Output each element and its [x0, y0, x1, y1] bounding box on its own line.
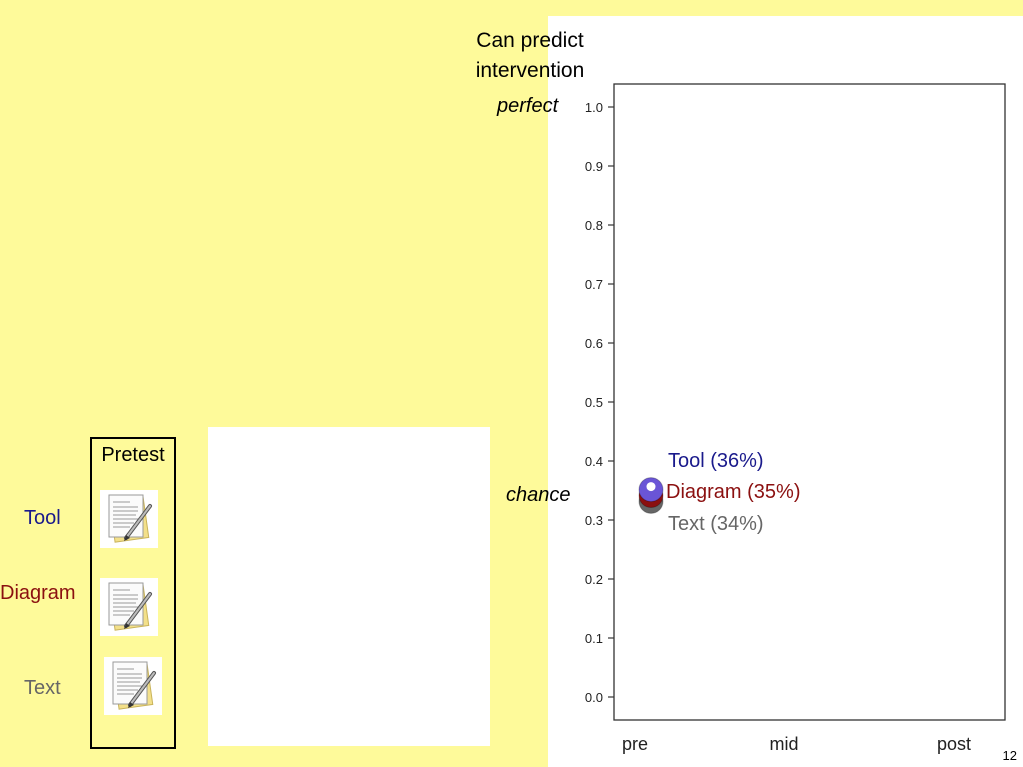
- y-axis-label-line-2: intervention: [475, 59, 585, 82]
- x-tick-label-pre: pre: [622, 734, 648, 754]
- page-number: 12: [1002, 748, 1017, 763]
- legend-item-text: Text (34%): [668, 513, 764, 535]
- y-axis-ticks: 0.0 0.1 0.2 0.3 0.4 0.5 0.6 0.7 0.8 0.9 1.0: [585, 100, 614, 705]
- data-point-highlight: [646, 482, 656, 492]
- y-tick-label: 0.8: [585, 218, 603, 233]
- y-tick-label: 0.2: [585, 572, 603, 587]
- row-label-tool: Tool: [24, 507, 61, 529]
- chart-panel: [548, 16, 1023, 767]
- y-tick-label: 0.5: [585, 395, 603, 410]
- chart-svg: 0.0 0.1 0.2 0.3 0.4 0.5 0.6 0.7 0.8 0.9 1.0 pre mid…: [585, 83, 1006, 754]
- document-pen-icon: [104, 657, 162, 715]
- y-tick-label: 0.1: [585, 631, 603, 646]
- x-axis-ticks: pre mid post: [622, 734, 971, 754]
- x-tick-label-mid: mid: [769, 734, 798, 754]
- document-pen-icon: [100, 578, 158, 636]
- data-marks: [638, 477, 664, 514]
- pretest-column-box: [90, 437, 176, 749]
- y-tick-label: 0.0: [585, 690, 603, 705]
- perfect-annotation: perfect: [497, 95, 559, 117]
- y-tick-label: 0.9: [585, 159, 603, 174]
- row-label-text: Text: [24, 677, 61, 699]
- plot-frame: [613, 83, 1006, 721]
- row-label-diagram: Diagram: [0, 582, 76, 604]
- document-pen-icon: [100, 490, 158, 548]
- legend-item-tool: Tool (36%): [668, 450, 764, 472]
- y-tick-label: 1.0: [585, 100, 603, 115]
- x-tick-label-post: post: [937, 734, 971, 754]
- y-tick-label: 0.7: [585, 277, 603, 292]
- y-tick-label: 0.6: [585, 336, 603, 351]
- pretest-label: Pretest: [101, 444, 165, 466]
- chance-annotation: chance: [506, 484, 571, 506]
- y-axis-label-line-1: Can predict: [476, 29, 584, 52]
- y-tick-label: 0.3: [585, 513, 603, 528]
- y-tick-label: 0.4: [585, 454, 603, 469]
- legend-item-diagram: Diagram (35%): [666, 481, 801, 503]
- blank-content-box: [208, 427, 490, 746]
- y-axis-label: Can predict intervention: [440, 26, 620, 86]
